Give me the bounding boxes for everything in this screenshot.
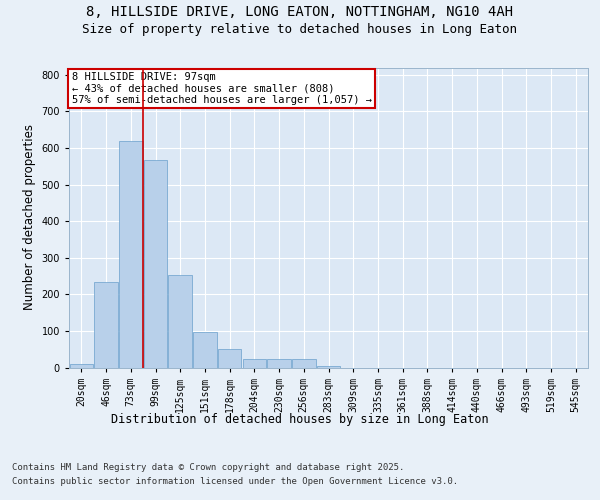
Bar: [242, 359, 266, 368]
Text: 8 HILLSIDE DRIVE: 97sqm
← 43% of detached houses are smaller (808)
57% of semi-d: 8 HILLSIDE DRIVE: 97sqm ← 43% of detache…: [71, 72, 371, 105]
Bar: [268, 359, 291, 368]
Bar: [218, 349, 241, 368]
Bar: [169, 276, 192, 368]
Bar: [119, 140, 143, 368]
Bar: [292, 359, 316, 368]
Text: Distribution of detached houses by size in Long Eaton: Distribution of detached houses by size …: [111, 412, 489, 426]
Bar: [94, 282, 118, 368]
Bar: [70, 364, 93, 368]
Text: Contains public sector information licensed under the Open Government Licence v3: Contains public sector information licen…: [12, 478, 458, 486]
Bar: [317, 366, 340, 368]
Bar: [144, 160, 167, 368]
Text: Size of property relative to detached houses in Long Eaton: Size of property relative to detached ho…: [83, 22, 517, 36]
Text: Contains HM Land Registry data © Crown copyright and database right 2025.: Contains HM Land Registry data © Crown c…: [12, 462, 404, 471]
Y-axis label: Number of detached properties: Number of detached properties: [23, 124, 36, 310]
Text: 8, HILLSIDE DRIVE, LONG EATON, NOTTINGHAM, NG10 4AH: 8, HILLSIDE DRIVE, LONG EATON, NOTTINGHA…: [86, 5, 514, 19]
Bar: [193, 332, 217, 368]
